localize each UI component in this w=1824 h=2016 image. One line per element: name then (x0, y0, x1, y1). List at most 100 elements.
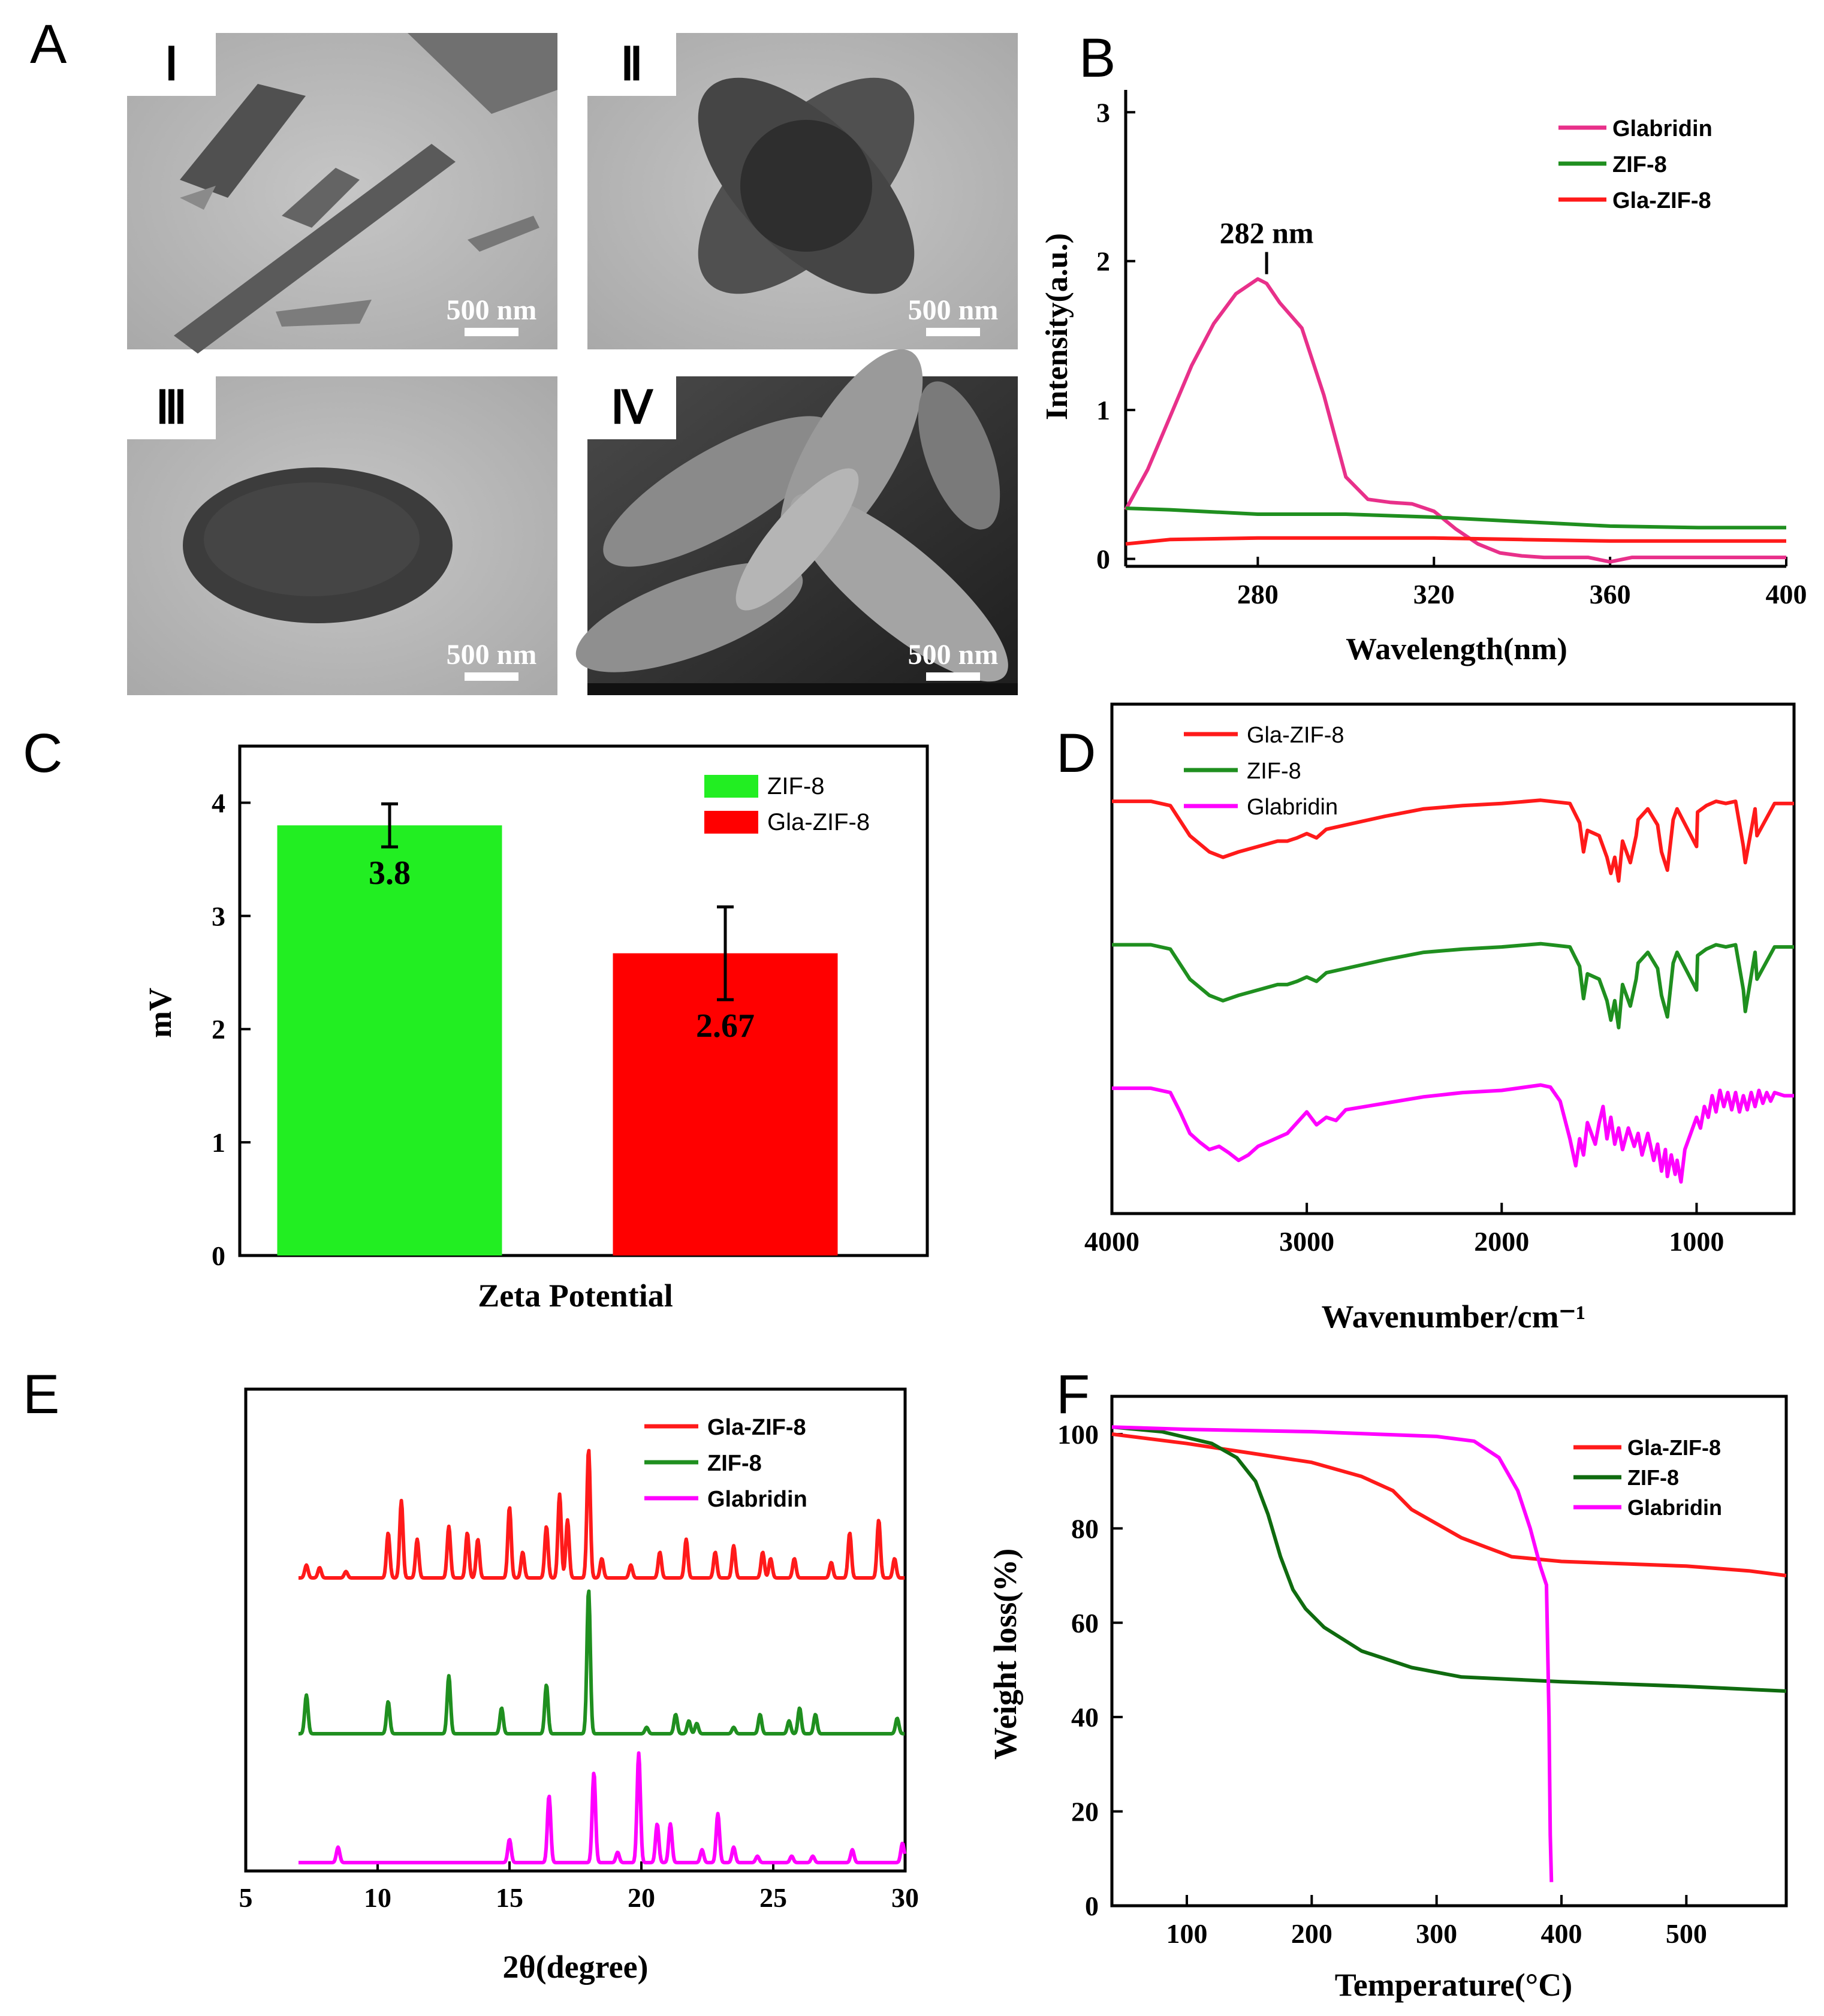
x-tick-label: 280 (1237, 579, 1279, 609)
ticks-e: 5 10 15 20 25 30 (239, 1861, 919, 1913)
annotation-b: 282 nm (1220, 216, 1314, 274)
label-box (127, 33, 216, 96)
legend-label-zif8: ZIF-8 (707, 1451, 762, 1476)
series-line-glabridin (1112, 1083, 1794, 1184)
sem-particle-shape (790, 493, 1008, 682)
micrograph-3: Ⅲ 500 nm (127, 376, 557, 695)
y-tick-label: 80 (1071, 1513, 1099, 1544)
legend-b: Glabridin ZIF-8 Gla-ZIF-8 (1558, 116, 1713, 213)
scale-bar-label: 500 nm (908, 639, 999, 671)
y-tick-label: 3 (212, 901, 225, 931)
series-line-zif-8 (1125, 506, 1786, 530)
series-line-zif-8 (1112, 941, 1794, 1030)
bar-value-label: 3.8 (369, 855, 411, 892)
legend-label-gla-zif8: Gla-ZIF-8 (1612, 188, 1711, 213)
ticks-d: 4000 3000 2000 1000 (1084, 1203, 1724, 1257)
ellipse-particle-highlight (204, 482, 420, 596)
y-tick-label: 4 (212, 787, 225, 818)
label-box (587, 376, 676, 439)
series-line-zif-8 (297, 1589, 906, 1736)
series-b (1124, 277, 1786, 564)
y-tick-label: 1 (212, 1127, 225, 1158)
x-tick-label: 1000 (1669, 1226, 1724, 1257)
y-tick-label: 0 (212, 1241, 225, 1271)
legend-label-gla-zif8: Gla-ZIF-8 (1247, 723, 1344, 748)
x-axis-label: Temperature(°C) (1335, 1967, 1573, 2003)
micrograph-2: Ⅱ 500 nm (587, 33, 1018, 349)
x-axis-label: Zeta Potential (478, 1278, 673, 1314)
panel-letter-E: E (23, 1364, 59, 1425)
y-tick-label: 100 (1057, 1419, 1099, 1450)
rod-shape (174, 144, 456, 354)
panel-letter-B: B (1079, 28, 1115, 89)
legend-swatch-zif8 (704, 775, 758, 798)
x-tick-label: 200 (1291, 1918, 1332, 1949)
scale-bar-label: 500 nm (447, 294, 537, 326)
legend-label-gla-zif8: Gla-ZIF-8 (767, 809, 870, 835)
ticks-c: 0 1 2 3 4 (212, 787, 251, 1271)
legend-label-zif8: ZIF-8 (1612, 152, 1667, 177)
legend-d: Gla-ZIF-8 ZIF-8 Glabridin (1184, 723, 1344, 820)
legend-label-glabridin: Glabridin (1627, 1495, 1722, 1520)
plot-frame-c (238, 744, 929, 1257)
panel-letter-A: A (30, 14, 67, 75)
x-axis-label: 2θ(degree) (502, 1949, 648, 1985)
y-tick-label: 1 (1096, 395, 1110, 425)
sem-particles (575, 349, 1008, 682)
series-line-gla-zif-8 (1125, 536, 1786, 546)
y-tick-label: 40 (1071, 1702, 1099, 1733)
rod-shape (408, 33, 557, 114)
scale-bar (926, 328, 980, 336)
series-line-zif-8 (1111, 1425, 1787, 1693)
bars-c: 3.8 2.67 (277, 802, 838, 1256)
legend-label-gla-zif8: Gla-ZIF-8 (707, 1415, 806, 1440)
micrograph-label: Ⅰ (165, 40, 178, 90)
x-tick-label: 15 (496, 1882, 523, 1913)
series-e (297, 1448, 907, 1864)
x-tick-label: 30 (891, 1882, 919, 1913)
chart-e: 5 10 15 20 25 30 Gla-ZIF-8 ZIF-8 Glabridin 2θ… (239, 1387, 919, 1985)
rod-shape (180, 186, 216, 210)
sem-particle-shape (918, 381, 1000, 530)
legend-e: Gla-ZIF-8 ZIF-8 Glabridin (644, 1415, 807, 1512)
sem-particle-shape (735, 468, 859, 611)
legend-label-glabridin: Glabridin (707, 1487, 807, 1512)
bar-value-label: 2.67 (696, 1007, 755, 1045)
label-box (587, 33, 676, 96)
y-tick-label: 0 (1096, 544, 1110, 575)
y-tick-label: 2 (1096, 246, 1110, 277)
micrograph-4: Ⅳ 500 nm (575, 349, 1018, 695)
scale-bar-label: 500 nm (908, 294, 999, 326)
x-tick-label: 500 (1666, 1918, 1707, 1949)
x-tick-label: 320 (1413, 579, 1455, 609)
series-f (1111, 1425, 1787, 1882)
micrograph-1: Ⅰ 500 nm (127, 33, 557, 354)
chart-f: 100 200 300 400 500 0 20 40 60 80 100 Gla-ZIF-8 ZI… (987, 1395, 1788, 2003)
x-axis-label: Wavelength(nm) (1346, 632, 1567, 666)
legend-f: Gla-ZIF-8 ZIF-8 Glabridin (1573, 1435, 1722, 1520)
bar-gla-zif-8 (613, 953, 838, 1256)
legend-label-zif8: ZIF-8 (767, 773, 825, 799)
micrograph-label: Ⅳ (611, 383, 654, 433)
micrograph-label: Ⅲ (156, 383, 187, 433)
rod-shape (276, 300, 372, 327)
rod-shape (468, 216, 539, 252)
series-d (1112, 798, 1794, 1184)
sem-particle-shape (603, 416, 836, 567)
x-tick-label: 2000 (1474, 1226, 1529, 1257)
y-tick-label: 3 (1096, 97, 1110, 128)
x-tick-label: 5 (239, 1882, 253, 1913)
x-tick-label: 3000 (1279, 1226, 1334, 1257)
x-tick-label: 360 (1590, 579, 1631, 609)
x-axis-label: Wavenumber/cm⁻¹ (1322, 1299, 1586, 1335)
y-tick-label: 2 (212, 1014, 225, 1045)
x-tick-label: 300 (1416, 1918, 1457, 1949)
label-box (127, 376, 216, 439)
y-tick-label: 0 (1085, 1891, 1099, 1921)
ticks-b: 280 320 360 400 0 1 2 3 (1096, 97, 1807, 609)
legend-label-zif8: ZIF-8 (1627, 1465, 1679, 1490)
legend-label-gla-zif8: Gla-ZIF-8 (1627, 1435, 1721, 1460)
x-tick-label: 4000 (1084, 1226, 1139, 1257)
x-tick-label: 100 (1166, 1918, 1208, 1949)
panel-letter-D: D (1056, 723, 1096, 784)
